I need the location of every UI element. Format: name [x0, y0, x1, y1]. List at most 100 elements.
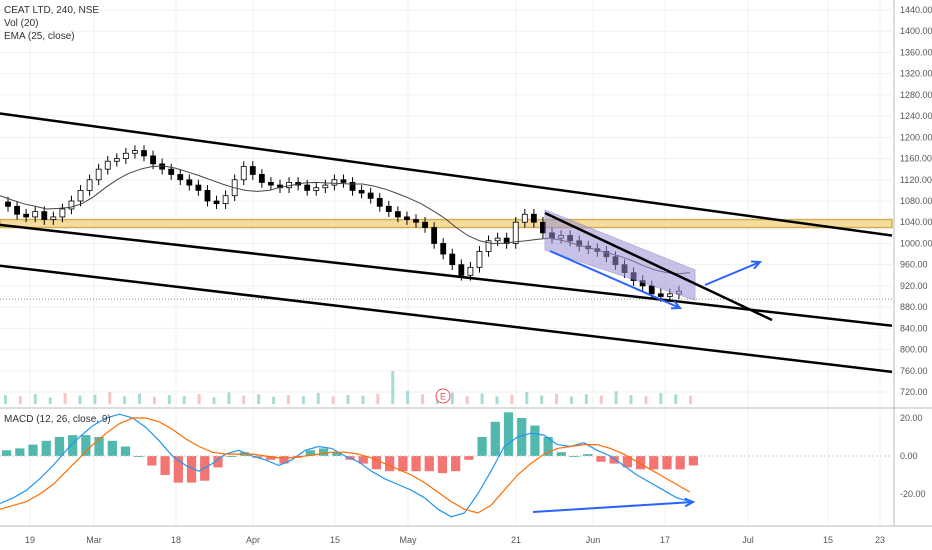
candle-body: [322, 184, 329, 189]
candle-body: [95, 168, 102, 181]
candle-body: [331, 179, 338, 186]
macd-histogram-bar: [411, 456, 421, 472]
macd-histogram-bar: [675, 456, 685, 470]
time-tick-label: Jul: [742, 535, 754, 545]
volume-bar: [167, 395, 171, 404]
macd-histogram-bar: [517, 418, 527, 456]
macd-histogram-bar: [134, 456, 144, 457]
candle-body: [413, 219, 419, 223]
macd-histogram-bar: [160, 456, 170, 475]
volume-bar: [346, 394, 350, 404]
price-tick-label: 960.00: [900, 260, 928, 270]
price-tick-label: 1320.00: [900, 69, 932, 79]
support-zone-rect[interactable]: [0, 218, 893, 229]
macd-histogram-bar: [451, 456, 461, 472]
candle-body: [485, 240, 492, 252]
volume-bar: [286, 395, 290, 404]
macd-histogram-bar: [107, 440, 117, 456]
candle-body: [240, 166, 247, 181]
price-tick-label: 1120.00: [900, 175, 932, 185]
macd-histogram-bar: [186, 456, 197, 483]
macd-histogram-bar: [688, 456, 699, 466]
candle-body: [86, 179, 93, 191]
candle-body: [68, 200, 75, 210]
down-arrow[interactable]: [549, 250, 683, 310]
macd-histogram-bar: [530, 425, 540, 456]
price-tick-label: 1400.00: [900, 26, 932, 36]
time-tick-label: May: [399, 535, 417, 545]
macd-histogram-bar: [2, 450, 12, 456]
breakout-arrow[interactable]: [704, 260, 763, 286]
volume-bar: [480, 393, 484, 404]
earnings-marker[interactable]: E: [435, 388, 451, 404]
candle-body: [59, 208, 66, 218]
macd-line[interactable]: [0, 413, 691, 518]
volume-bar: [272, 396, 276, 404]
volume-bar: [569, 396, 573, 404]
macd-histogram-bar: [213, 456, 223, 468]
candle-body: [521, 213, 528, 223]
price-tick-label: 720.00: [900, 387, 928, 397]
candle-body: [494, 237, 501, 242]
volume-bar: [391, 371, 395, 404]
channel-line-lower[interactable]: [0, 264, 893, 374]
volume-bar: [689, 395, 693, 404]
macd-legend[interactable]: MACD (12, 26, close, 9): [4, 414, 111, 425]
volume-bar: [138, 393, 142, 404]
volume-bar: [78, 395, 82, 404]
volume-bar: [495, 396, 499, 404]
ema-legend[interactable]: EMA (25, close): [4, 31, 75, 42]
volume-bar: [242, 395, 246, 404]
time-tick-label: 17: [660, 535, 670, 545]
macd-histogram-bar: [81, 435, 91, 456]
macd-histogram-bar: [583, 454, 593, 456]
channel-line-middle[interactable]: [0, 223, 893, 327]
candle-body: [113, 158, 120, 162]
macd-histogram-bar: [332, 452, 342, 456]
price-tick-label: 760.00: [900, 366, 928, 376]
time-tick-label: 15: [330, 535, 340, 545]
wedge-trendline[interactable]: [544, 211, 773, 322]
candle-body: [141, 150, 147, 157]
candle-body: [349, 182, 356, 191]
falling-wedge[interactable]: [544, 209, 696, 301]
channel-line-upper[interactable]: [0, 112, 893, 237]
macd-tick-label: -20.00: [900, 489, 926, 499]
macd-histogram-bar: [358, 456, 368, 464]
volume-bar: [108, 391, 112, 404]
macd-histogram-bar: [266, 456, 276, 460]
candle-body: [376, 197, 383, 207]
macd-histogram-bar: [437, 456, 448, 474]
macd-histogram-bar: [28, 444, 38, 456]
volume-bar: [555, 393, 559, 404]
time-tick-label: 21: [511, 535, 521, 545]
price-tick-label: 1160.00: [900, 154, 932, 164]
macd-histogram-bar: [635, 456, 646, 470]
volume-legend[interactable]: Vol (20): [4, 18, 39, 29]
arrow-head: [670, 300, 683, 310]
candle-body: [394, 211, 401, 218]
volume-bar: [212, 397, 216, 404]
price-tick-label: 1280.00: [900, 90, 932, 100]
signal-line[interactable]: [0, 417, 691, 514]
macd-histogram-bar: [649, 456, 659, 470]
candle-body: [213, 200, 220, 205]
time-tick-label: Mar: [86, 535, 102, 545]
time-tick-label: Jun: [586, 535, 601, 545]
trend-drawings: [0, 112, 893, 513]
volume-bar: [331, 396, 335, 404]
arrow-shaft: [549, 250, 681, 309]
price-tick-label: 1040.00: [900, 217, 932, 227]
candle-body: [467, 266, 474, 276]
divergence-arrow[interactable]: [532, 497, 696, 513]
candle-body: [150, 155, 156, 165]
price-tick-label: 1360.00: [900, 47, 932, 57]
price-tick-label: 1200.00: [900, 132, 932, 142]
symbol-legend[interactable]: CEAT LTD, 240, NSE: [4, 5, 100, 16]
macd-pane: [0, 412, 892, 518]
candle-body: [449, 253, 456, 266]
volume-bar: [584, 394, 588, 404]
macd-histogram-bar: [147, 456, 157, 466]
arrow-head: [684, 497, 696, 508]
